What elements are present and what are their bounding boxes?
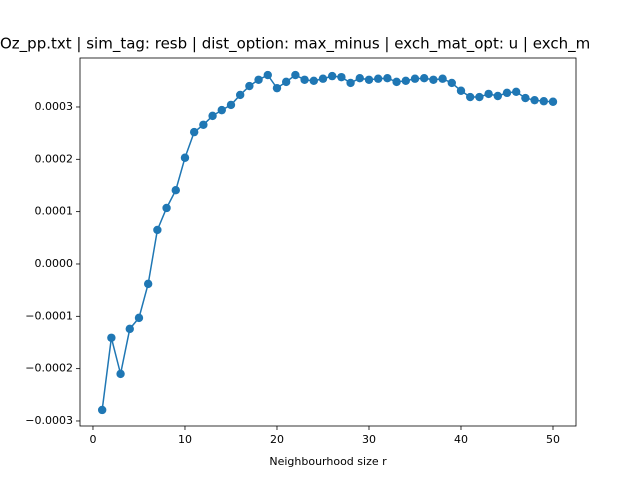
data-point: [189, 127, 199, 137]
data-point: [346, 78, 355, 88]
data-point: [162, 203, 171, 213]
y-tick-label: −0.0002: [25, 362, 73, 375]
data-point: [254, 75, 263, 84]
data-point: [511, 87, 521, 97]
x-tick-label: 10: [178, 433, 192, 446]
data-point: [327, 71, 337, 81]
data-point: [291, 70, 300, 80]
data-point: [401, 76, 410, 86]
y-tick-label: 0.0002: [35, 152, 74, 165]
y-tick-label: 0.0003: [35, 100, 74, 113]
x-tick-label: 30: [362, 433, 376, 446]
data-point: [97, 405, 107, 415]
data-point: [355, 74, 364, 83]
plot-frame: [79, 57, 577, 427]
y-tick-label: 0.0001: [35, 205, 74, 218]
data-point: [281, 77, 291, 87]
x-tick-label: 20: [270, 433, 284, 446]
data-point: [502, 88, 512, 98]
data-point: [125, 324, 134, 334]
y-tick-label: −0.0001: [25, 309, 73, 322]
data-point: [337, 72, 346, 82]
data-point: [235, 90, 245, 100]
data-point: [153, 225, 162, 235]
data-point: [364, 75, 374, 84]
data-point: [180, 153, 190, 162]
x-axis-label: Neighbourhood size r: [269, 455, 387, 468]
data-point: [429, 75, 438, 84]
data-point: [245, 81, 254, 91]
data-point: [143, 279, 153, 289]
data-point: [392, 77, 401, 87]
x-tick-label: 40: [454, 433, 468, 446]
data-point: [208, 111, 217, 121]
data-point: [107, 333, 116, 342]
data-point: [272, 83, 282, 93]
data-point: [438, 74, 447, 83]
data-point: [199, 120, 208, 129]
data-point: [217, 105, 226, 115]
chart-title: Oz_pp.txt | sim_tag: resb | dist_option:…: [0, 35, 590, 54]
data-point: [300, 75, 309, 84]
data-point: [456, 86, 466, 95]
data-point: [263, 70, 272, 80]
data-point: [226, 100, 236, 110]
data-point: [383, 74, 392, 83]
data-point: [373, 74, 383, 83]
data-point: [134, 313, 144, 323]
data-point: [548, 97, 558, 106]
y-tick-label: −0.0003: [25, 414, 73, 427]
data-point: [521, 93, 530, 103]
data-point: [465, 92, 475, 102]
data-point: [419, 74, 429, 83]
data-point: [539, 97, 548, 106]
data-point: [530, 95, 539, 105]
data-point: [171, 185, 180, 195]
data-point: [410, 74, 420, 83]
y-tick-label: 0.0000: [35, 257, 74, 270]
data-point: [493, 91, 502, 101]
data-point: [116, 369, 125, 379]
x-tick-label: 0: [89, 433, 96, 446]
series-line: [101, 74, 554, 411]
data-point: [475, 92, 484, 102]
data-point: [309, 76, 318, 86]
data-point: [447, 78, 456, 88]
x-tick-label: 50: [546, 433, 560, 446]
data-point: [484, 89, 493, 99]
data-point: [318, 74, 328, 83]
